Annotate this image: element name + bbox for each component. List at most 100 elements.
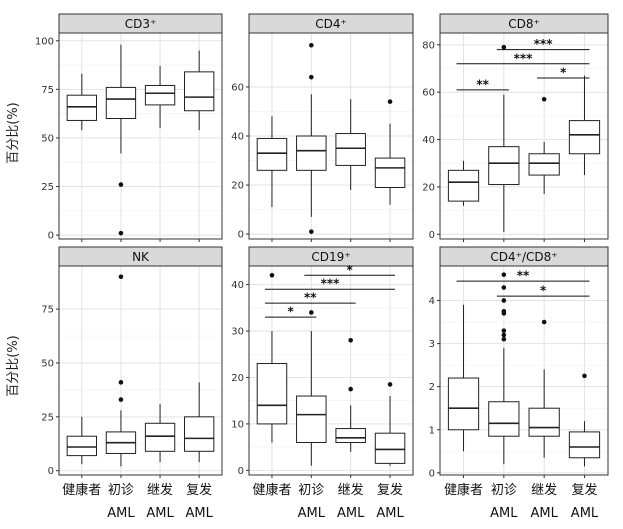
x-category-label: 继发 bbox=[531, 482, 557, 498]
box-iqr bbox=[66, 435, 97, 457]
box-group-3 bbox=[335, 99, 366, 190]
outlier-point bbox=[501, 272, 507, 277]
box-group-3 bbox=[528, 319, 560, 458]
box-iqr bbox=[256, 363, 288, 425]
x-category-label: 初诊 bbox=[108, 483, 134, 498]
y-tick-label: 100 bbox=[35, 36, 54, 47]
y-tick-label: 10 bbox=[231, 419, 244, 430]
box-group-1 bbox=[66, 416, 97, 465]
box-group-4 bbox=[374, 382, 406, 466]
box-iqr bbox=[296, 135, 327, 171]
x-category-label: 健康者 bbox=[62, 482, 101, 498]
outlier-point bbox=[501, 44, 507, 50]
outlier-point bbox=[582, 373, 587, 379]
panel-2: CD4⁺ 0 20 40 60 bbox=[231, 13, 414, 242]
y-axis-title-top: 百分比(%) bbox=[6, 102, 21, 164]
box-group-2 bbox=[296, 42, 327, 234]
significance-label: *** bbox=[321, 277, 341, 291]
box-group-4 bbox=[568, 75, 601, 176]
y-tick-label: 0 bbox=[48, 231, 54, 242]
y-tick-label: 20 bbox=[231, 181, 244, 192]
box-iqr bbox=[184, 71, 215, 112]
box-group-2 bbox=[296, 310, 327, 466]
outlier-point bbox=[309, 42, 314, 48]
box-iqr bbox=[335, 428, 366, 443]
y-tick-label: 0 bbox=[429, 468, 435, 479]
y-tick-label: 50 bbox=[41, 133, 54, 144]
box-group-1 bbox=[256, 272, 288, 443]
box-iqr bbox=[568, 120, 601, 155]
x-category-label: 健康者 bbox=[444, 482, 483, 498]
panel-4: NK 0 25 50 75 健康者 初诊 AML 继发 AML 复发 AML bbox=[41, 246, 223, 521]
box-group-3 bbox=[335, 338, 366, 452]
outlier-point bbox=[541, 319, 547, 325]
outlier-point bbox=[309, 229, 314, 234]
y-tick-label: 75 bbox=[41, 85, 54, 96]
significance-label: ** bbox=[517, 269, 530, 283]
outlier-point bbox=[348, 386, 353, 392]
box-group-3 bbox=[528, 96, 560, 195]
panel-border bbox=[439, 265, 609, 476]
box-iqr bbox=[374, 432, 406, 464]
box-iqr bbox=[335, 133, 366, 166]
x-category-label: AML bbox=[376, 506, 404, 521]
box-iqr bbox=[447, 169, 480, 202]
y-tick-label: 80 bbox=[422, 40, 435, 51]
outlier-point bbox=[309, 74, 314, 80]
box-group-3 bbox=[144, 403, 176, 463]
significance-label: *** bbox=[534, 37, 554, 51]
significance-label: * bbox=[287, 305, 294, 319]
y-tick-label: 0 bbox=[238, 466, 244, 477]
box-iqr bbox=[447, 377, 480, 431]
box-iqr bbox=[144, 422, 176, 452]
panel-title: CD4⁺/CD8⁺ bbox=[490, 250, 557, 264]
box-group-1 bbox=[447, 160, 480, 206]
x-category-label: AML bbox=[490, 506, 518, 521]
outlier-point bbox=[118, 274, 124, 280]
box-iqr bbox=[488, 401, 520, 437]
panel-border bbox=[248, 32, 414, 240]
panel-title: CD19⁺ bbox=[311, 250, 350, 264]
box-group-4 bbox=[184, 50, 215, 131]
x-category-label: AML bbox=[571, 506, 599, 521]
x-category-label: 初诊 bbox=[298, 483, 324, 498]
significance-label: ** bbox=[304, 291, 317, 305]
box-group-4 bbox=[568, 373, 601, 467]
box-group-2 bbox=[488, 44, 520, 232]
box-iqr bbox=[374, 157, 406, 188]
outlier-point bbox=[118, 397, 124, 402]
y-tick-label: 3 bbox=[429, 339, 435, 350]
y-tick-label: 20 bbox=[422, 182, 435, 193]
x-category-label: AML bbox=[146, 506, 174, 521]
box-group-2 bbox=[488, 272, 520, 465]
x-category-label: 继发 bbox=[338, 482, 364, 498]
outlier-point bbox=[118, 182, 124, 187]
outlier-point bbox=[501, 311, 507, 316]
y-tick-label: 0 bbox=[48, 466, 54, 477]
panel-1: CD3⁺ 0 25 50 75 100 bbox=[35, 13, 223, 242]
significance-label: * bbox=[560, 65, 567, 79]
y-tick-label: 25 bbox=[41, 412, 54, 423]
y-tick-label: 75 bbox=[41, 305, 54, 316]
significance-label: * bbox=[347, 263, 354, 277]
significance-label: * bbox=[540, 284, 547, 298]
outlier-point bbox=[541, 96, 547, 102]
x-category-label: 复发 bbox=[571, 482, 597, 498]
box-iqr bbox=[66, 94, 97, 121]
y-tick-label: 60 bbox=[422, 88, 435, 99]
box-iqr bbox=[105, 86, 137, 120]
box-iqr bbox=[528, 153, 560, 176]
panel-title: CD4⁺ bbox=[315, 17, 347, 31]
x-category-label: AML bbox=[337, 506, 365, 521]
box-iqr bbox=[184, 416, 215, 452]
box-iqr bbox=[256, 137, 288, 171]
y-tick-label: 60 bbox=[231, 82, 244, 93]
panel-border bbox=[58, 265, 223, 476]
y-tick-label: 25 bbox=[41, 182, 54, 193]
outlier-point bbox=[387, 99, 393, 104]
outlier-point bbox=[269, 272, 275, 278]
y-axis-title-bottom: 百分比(%) bbox=[6, 335, 21, 397]
panel-background bbox=[59, 33, 222, 239]
